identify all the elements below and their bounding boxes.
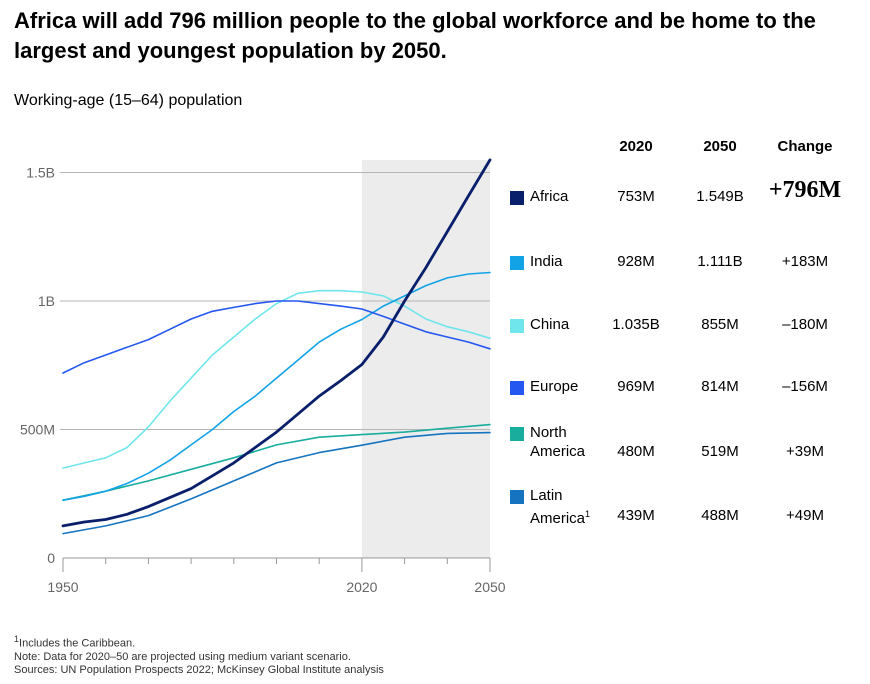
value-2020-india: 928M: [617, 253, 655, 270]
x-tick-label: 1950: [47, 579, 78, 595]
legend-label-north-america: North America: [530, 423, 610, 461]
legend-swatch-india: [510, 256, 524, 270]
legend-swatch-africa: [510, 191, 524, 205]
line-chart: 0 500M 1B 1.5B 1950 2020 2050: [20, 158, 506, 595]
y-tick-label: 1.5B: [26, 165, 55, 181]
legend-label-china: China: [530, 316, 570, 333]
series-line-india: [62, 271, 491, 501]
col-header-2050: 2050: [703, 138, 737, 155]
footnote-note: Note: Data for 2020–50 are projected usi…: [14, 650, 351, 663]
value-2050-europe: 814M: [701, 378, 739, 395]
value-2020-latin-america: 439M: [617, 507, 655, 524]
col-header-change: Change: [777, 138, 833, 155]
footnote-1-text: Includes the Caribbean.: [19, 637, 136, 650]
legend-swatch-north-america: [510, 427, 524, 441]
y-tick-label: 1B: [38, 293, 55, 309]
series-line-north-america: [62, 423, 491, 501]
legend-row-india: India 928M 1.111B +183M: [510, 252, 860, 296]
value-2050-india: 1.111B: [697, 253, 743, 270]
value-2050-africa: 1.549B: [696, 188, 744, 205]
value-2050-china: 855M: [701, 316, 739, 333]
change-india: +183M: [781, 253, 829, 270]
change-north-america: +39M: [786, 443, 824, 460]
legend-row-north-america: North America 480M 519M +39M: [510, 423, 860, 467]
legend-swatch-latin-america: [510, 490, 524, 504]
legend-row-latin-america: Latin America1 439M 488M +49M: [510, 486, 860, 530]
legend-label-america: America: [530, 443, 586, 460]
legend-label-europe: Europe: [530, 378, 579, 395]
legend-label-india: India: [530, 253, 563, 270]
footnotes: 1Includes the Caribbean. Note: Data for …: [14, 633, 384, 677]
value-2020-europe: 969M: [617, 378, 655, 395]
projection-shading: [361, 160, 490, 558]
value-2020-china: 1.035B: [612, 316, 660, 333]
change-china: –180M: [782, 316, 828, 333]
legend-row-europe: Europe 969M 814M –156M: [510, 377, 860, 421]
footnote-sources: Sources: UN Population Prospects 2022; M…: [14, 663, 384, 676]
footnote-sup: 1: [14, 634, 20, 644]
legend-label-africa: Africa: [530, 188, 569, 205]
value-2020-africa: 753M: [617, 188, 655, 205]
y-tick-label: 0: [47, 550, 55, 566]
legend-swatch-europe: [510, 381, 524, 395]
value-2020-north-america: 480M: [617, 443, 655, 460]
change-africa: +796M: [768, 177, 842, 203]
legend-row-africa: Africa 753M 1.549B +796M: [510, 178, 860, 231]
y-tick-label: 500M: [20, 422, 55, 438]
legend-swatch-china: [510, 319, 524, 333]
legend-row-china: China 1.035B 855M –180M: [510, 315, 860, 359]
col-header-2020: 2020: [619, 138, 653, 155]
change-latin-america: +49M: [786, 507, 824, 524]
footnote-1: 1Includes the Caribbean.: [14, 633, 384, 651]
legend-label-north: North: [530, 424, 567, 441]
chart-title: Africa will add 796 million people to th…: [14, 8, 816, 63]
series-line-china: [62, 289, 491, 469]
value-2050-north-america: 519M: [701, 443, 739, 460]
series-line-europe: [62, 300, 491, 374]
footnote-marker: 1: [585, 509, 591, 519]
legend-label-latin: Latin: [530, 487, 563, 504]
series-line-latin-america: [62, 431, 491, 535]
change-europe: –156M: [782, 378, 828, 395]
series-line-africa: [61, 158, 492, 528]
legend-label-latin-america: Latin America1: [530, 486, 610, 528]
x-tick-label: 2050: [474, 579, 505, 595]
chart-subtitle: Working-age (15–64) population: [14, 92, 243, 109]
legend-label-america-2: America: [530, 510, 586, 527]
x-tick-label: 2020: [346, 579, 377, 595]
value-2050-latin-america: 488M: [701, 507, 739, 524]
